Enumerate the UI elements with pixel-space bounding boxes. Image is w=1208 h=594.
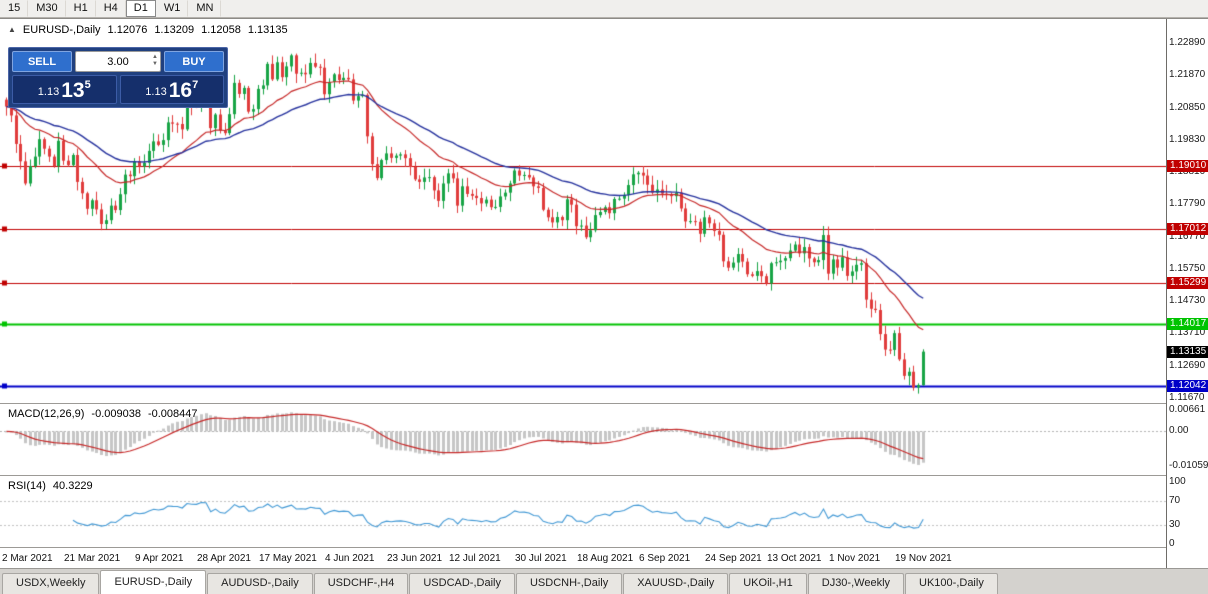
main-chart-pane: ▲ EURUSD-,Daily 1.12076 1.13209 1.12058 …: [0, 19, 1166, 403]
date-label: 6 Sep 2021: [639, 553, 691, 564]
tab-ukoil-h1[interactable]: UKOil-,H1: [729, 573, 807, 594]
price-tick-label: 1.21870: [1169, 69, 1206, 80]
sell-button[interactable]: SELL: [12, 51, 72, 72]
bid-big-digits: 13: [61, 79, 85, 102]
macd-tick-label: -0.01059: [1169, 460, 1208, 471]
ask-price: 1.13 16 7: [119, 75, 224, 104]
macd-main-value: -0.009038: [91, 408, 141, 420]
macd-pane: MACD(12,26,9) -0.009038 -0.008447: [0, 403, 1166, 475]
timeframe-button-w1[interactable]: W1: [156, 0, 189, 17]
chart-tabbar: USDX,Weekly EURUSD-,Daily AUDUSD-,Daily …: [0, 568, 1208, 594]
rsi-tick-label: 100: [1169, 476, 1186, 487]
date-label: 9 Apr 2021: [135, 553, 184, 564]
bid-price: 1.13 13 5: [12, 75, 117, 104]
date-label: 4 Jun 2021: [325, 553, 375, 564]
price-level-label: 1.15299: [1167, 277, 1208, 289]
ask-pipette: 7: [192, 79, 199, 91]
rsi-tick-label: 30: [1169, 519, 1181, 530]
rsi-indicator-canvas[interactable]: [0, 476, 1166, 547]
rsi-name: RSI(14): [8, 480, 46, 492]
ohlc-low: 1.12058: [201, 24, 241, 36]
tab-eurusd-daily[interactable]: EURUSD-,Daily: [100, 570, 207, 594]
price-level-label: 1.19010: [1167, 160, 1208, 172]
date-label: 12 Jul 2021: [449, 553, 501, 564]
rsi-tick-label: 70: [1169, 495, 1181, 506]
timeframe-button-h1[interactable]: H1: [66, 0, 96, 17]
date-label: 28 Apr 2021: [197, 553, 251, 564]
price-tick-label: 1.13710: [1169, 327, 1206, 338]
timeframe-button-15[interactable]: 15: [0, 0, 29, 17]
ask-big-digits: 16: [168, 79, 193, 102]
ohlc-close: 1.13135: [247, 24, 288, 36]
volume-field[interactable]: 3.00 ▲ ▼: [75, 51, 161, 72]
tab-usdx-weekly[interactable]: USDX,Weekly: [2, 573, 100, 594]
price-tick-label: 1.17790: [1169, 198, 1206, 209]
date-label: 21 Mar 2021: [64, 553, 121, 564]
date-label: 23 Jun 2021: [387, 553, 443, 564]
price-tick-label: 1.14730: [1169, 295, 1206, 306]
date-label: 19 Nov 2021: [895, 553, 952, 564]
chart-workspace: ▲ EURUSD-,Daily 1.12076 1.13209 1.12058 …: [0, 18, 1208, 569]
date-label: 18 Aug 2021: [577, 553, 634, 564]
one-click-trading-panel: SELL 3.00 ▲ ▼ BUY 1.13 13 5 1.13 16 7: [8, 47, 228, 108]
rsi-label: RSI(14) 40.3229: [8, 480, 93, 492]
rsi-pane: RSI(14) 40.3229: [0, 475, 1166, 547]
buy-button[interactable]: BUY: [164, 51, 224, 72]
timeframe-toolbar: 15 M30 H1 H4 D1 W1 MN: [0, 0, 1208, 18]
ohlc-open: 1.12076: [107, 24, 148, 36]
macd-tick-label: 0.00661: [1169, 404, 1206, 415]
date-label: 30 Jul 2021: [515, 553, 567, 564]
price-level-label: 1.14017: [1167, 318, 1208, 330]
price-tick-label: 1.12690: [1169, 360, 1206, 371]
price-tick-label: 1.22890: [1169, 37, 1206, 48]
tab-dj30-weekly[interactable]: DJ30-,Weekly: [807, 573, 905, 594]
volume-spinner[interactable]: ▲ ▼: [152, 54, 158, 68]
chart-header: ▲ EURUSD-,Daily 1.12076 1.13209 1.12058 …: [8, 24, 288, 36]
price-tick-label: 1.19830: [1169, 134, 1206, 145]
tab-usdcnh-daily[interactable]: USDCNH-,Daily: [515, 573, 623, 594]
volume-up-icon[interactable]: ▲: [152, 54, 158, 60]
macd-indicator-canvas[interactable]: [0, 404, 1166, 475]
price-tick-label: 1.15750: [1169, 263, 1206, 274]
bid-pipette: 5: [84, 79, 91, 91]
chart-title: EURUSD-,Daily: [22, 24, 101, 36]
volume-value: 3.00: [107, 55, 129, 68]
macd-name: MACD(12,26,9): [8, 408, 85, 420]
ohlc-high: 1.13209: [154, 24, 195, 36]
macd-tick-label: 0.00: [1169, 425, 1189, 436]
bid-prefix: 1.13: [37, 86, 60, 98]
timeframe-button-mn[interactable]: MN: [188, 0, 222, 17]
price-level-label: 1.17012: [1167, 223, 1208, 235]
timeframe-button-h4[interactable]: H4: [96, 0, 126, 17]
tab-audusd-daily[interactable]: AUDUSD-,Daily: [207, 573, 313, 594]
rsi-value: 40.3229: [52, 480, 93, 492]
date-label: 2 Mar 2021: [2, 553, 53, 564]
price-level-label: 1.12042: [1167, 380, 1208, 392]
date-label: 1 Nov 2021: [829, 553, 881, 564]
date-label: 13 Oct 2021: [767, 553, 822, 564]
price-tick-label: 1.16770: [1169, 231, 1206, 242]
tab-xauusd-daily[interactable]: XAUUSD-,Daily: [623, 573, 729, 594]
macd-label: MACD(12,26,9) -0.009038 -0.008447: [8, 408, 198, 420]
date-label: 24 Sep 2021: [705, 553, 762, 564]
price-tick-label: 1.20850: [1169, 102, 1206, 113]
price-level-label: 1.13135: [1167, 346, 1208, 358]
macd-signal-value: -0.008447: [147, 408, 198, 420]
time-axis[interactable]: 2 Mar 2021 21 Mar 2021 9 Apr 2021 28 Apr 20…: [0, 547, 1166, 569]
tab-usdchf-h4[interactable]: USDCHF-,H4: [313, 573, 409, 594]
timeframe-button-d1[interactable]: D1: [125, 0, 156, 17]
chart-marker-icon: ▲: [8, 25, 16, 34]
ask-prefix: 1.13: [145, 86, 167, 98]
tab-uk100-daily[interactable]: UK100-,Daily: [905, 573, 998, 594]
timeframe-button-m30[interactable]: M30: [28, 0, 66, 17]
price-tick-label: 1.11670: [1169, 392, 1205, 403]
price-axis[interactable]: 1.228901.218701.208501.198301.188101.177…: [1166, 19, 1208, 569]
date-label: 17 May 2021: [259, 553, 317, 564]
rsi-tick-label: 0: [1169, 538, 1175, 549]
tab-usdcad-daily[interactable]: USDCAD-,Daily: [409, 573, 515, 594]
volume-down-icon[interactable]: ▼: [152, 61, 158, 67]
